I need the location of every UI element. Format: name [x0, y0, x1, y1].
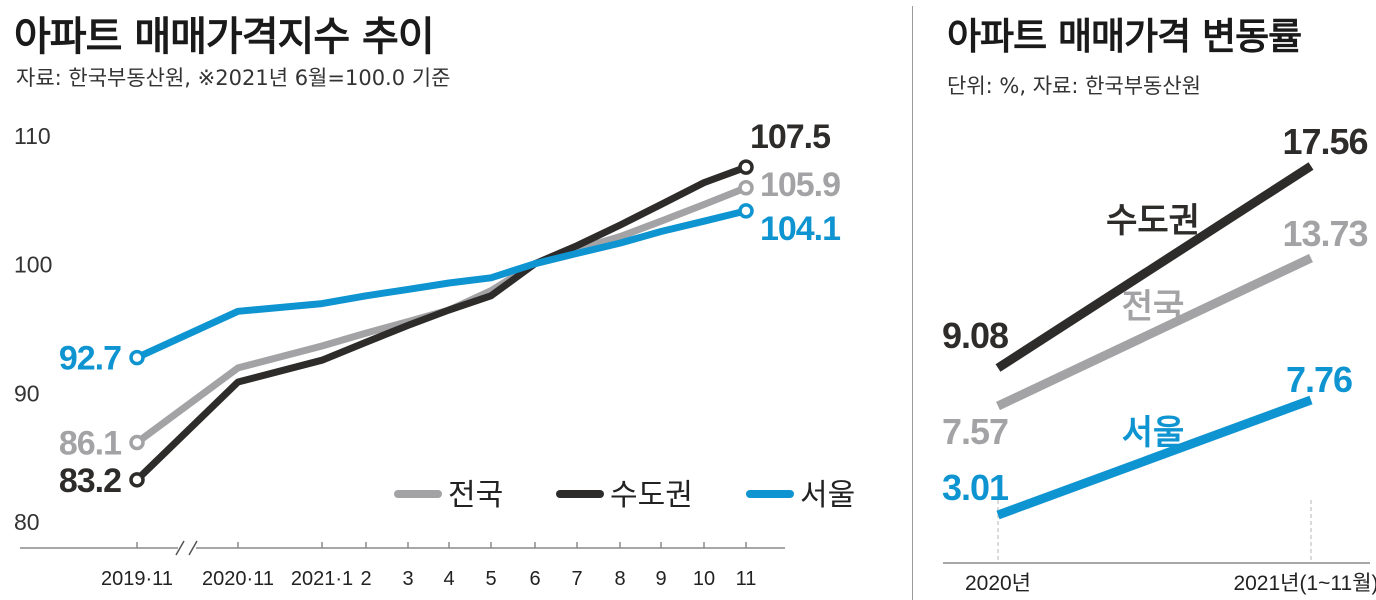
- series-name-수도권: 수도권: [1106, 201, 1200, 241]
- start-point-서울: [129, 349, 145, 366]
- series-line-전국: [133, 184, 750, 446]
- x-tick-label: 2021·1: [291, 568, 353, 590]
- series-line-수도권: [133, 163, 750, 484]
- series-line-수도권: [995, 162, 1314, 372]
- right-chart-subtitle: 단위: %, 자료: 한국부동산원: [947, 74, 1202, 98]
- legend-label-수도권: 수도권: [610, 478, 693, 513]
- x-tick-label: 9: [655, 568, 666, 590]
- left-chart-title: 아파트 매매가격지수 추이: [14, 14, 435, 60]
- value-label-서울: 3.01: [942, 467, 1009, 508]
- axis-break-mark: [188, 540, 198, 556]
- change-rate-chart: 2020년 2021년(1~11월) 9.08 17.56 7.57 13.73 3.01 7…: [942, 121, 1376, 595]
- series-line-전국: [996, 253, 1313, 411]
- end-point-전국: [738, 180, 754, 196]
- right-chart-title: 아파트 매매가격 변동률: [947, 15, 1302, 58]
- end-label-수도권: 107.5: [750, 118, 830, 156]
- start-label-서울: 92.7: [59, 340, 121, 378]
- left-chart-panel: 아파트 매매가격지수 추이 자료: 한국부동산원, ※2021년 6월=100.…: [14, 14, 855, 590]
- axis-break-mark: [175, 540, 185, 556]
- x-tick-label: 2020·11: [202, 568, 274, 590]
- start-point-전국: [129, 434, 145, 451]
- y-tick-label-90: 90: [14, 380, 40, 406]
- x-tick-label: 8: [614, 568, 625, 590]
- x-tick-label: 2021년(1~11월): [1233, 572, 1376, 595]
- x-tick-label: 7: [571, 568, 582, 590]
- x-tick-label: 2019·11: [101, 568, 173, 590]
- end-point-서울: [738, 203, 754, 219]
- start-point-수도권: [129, 472, 145, 488]
- value-label-전국: 13.73: [1282, 213, 1367, 254]
- y-tick-label-80: 80: [14, 509, 40, 535]
- x-tick-label: 11: [736, 568, 757, 590]
- series-line-서울: [133, 207, 750, 362]
- value-label-서울: 7.76: [1286, 359, 1352, 400]
- legend-label-서울: 서울: [800, 478, 855, 513]
- panel-divider: [912, 6, 913, 600]
- value-label-전국: 7.57: [942, 411, 1008, 452]
- y-tick-label-110: 110: [14, 123, 51, 149]
- index-line-chart: 80 90 100 110 2019·11 2020·11 2021·1 2 3 4 5 6 7 8 9 10…: [14, 118, 855, 590]
- value-label-수도권: 17.56: [1282, 121, 1367, 162]
- end-label-서울: 104.1: [760, 210, 840, 248]
- start-label-전국: 86.1: [59, 425, 121, 463]
- x-tick-label: 10: [693, 568, 715, 590]
- end-point-수도권: [738, 159, 754, 175]
- x-tick-label: 3: [402, 568, 413, 590]
- y-tick-label-100: 100: [14, 252, 52, 278]
- x-tick-label: 5: [485, 568, 496, 590]
- series-name-서울: 서울: [1122, 413, 1185, 453]
- left-chart-subtitle: 자료: 한국부동산원, ※2021년 6월=100.0 기준: [16, 66, 451, 90]
- end-label-전국: 105.9: [760, 166, 840, 204]
- x-tick-label: 6: [529, 568, 540, 590]
- legend-label-전국: 전국: [448, 478, 503, 513]
- series-name-전국: 전국: [1122, 287, 1185, 327]
- start-label-수도권: 83.2: [59, 462, 121, 500]
- value-label-수도권: 9.08: [942, 315, 1008, 356]
- series-line-서울: [996, 395, 1313, 520]
- x-tick-label: 2020년: [965, 572, 1031, 595]
- x-tick-label: 2: [360, 568, 371, 590]
- right-chart-panel: 아파트 매매가격 변동률 단위: %, 자료: 한국부동산원 2020년 2021…: [915, 0, 1376, 600]
- x-tick-label: 4: [443, 568, 454, 590]
